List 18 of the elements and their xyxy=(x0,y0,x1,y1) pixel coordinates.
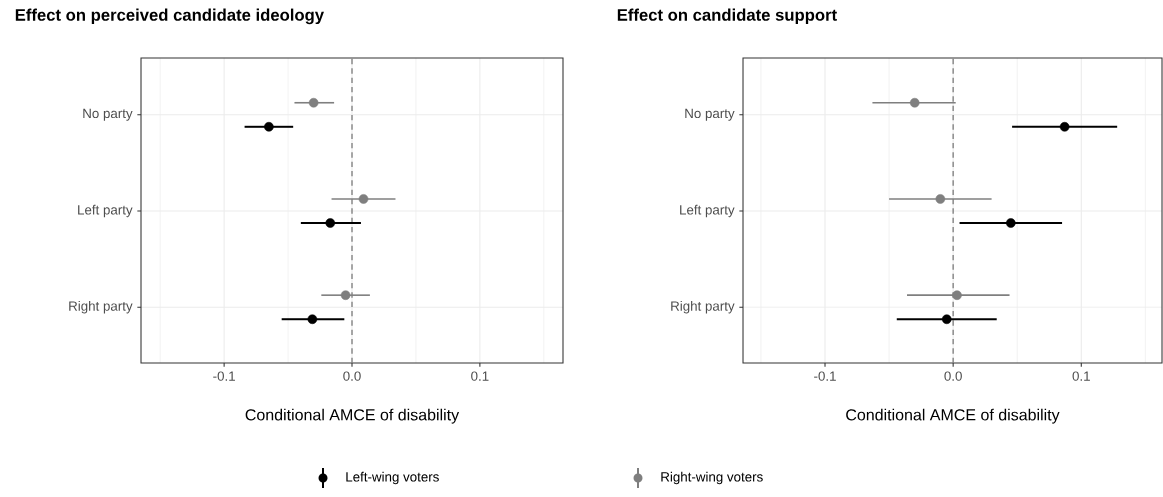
y-tick-label: Right party xyxy=(69,300,133,314)
legend-label: Right-wing voters xyxy=(661,471,763,485)
x-axis-title: Conditional AMCE of disability xyxy=(846,408,1060,424)
x-tick-label: 0.1 xyxy=(1072,371,1090,381)
chart-title: Effect on candidate support xyxy=(617,8,837,25)
chart-title: Effect on perceived candidate ideology xyxy=(15,8,324,25)
x-tick-label: -0.1 xyxy=(814,371,836,381)
x-tick-label: 0.1 xyxy=(471,371,489,381)
y-tick-label: No party xyxy=(685,108,735,121)
x-tick-label: 0.0 xyxy=(343,371,361,381)
y-tick-label: Right party xyxy=(671,300,735,314)
x-tick-label: 0.0 xyxy=(944,371,962,381)
y-tick-label: Left party xyxy=(680,204,735,218)
x-axis-title: Conditional AMCE of disability xyxy=(245,408,460,424)
legend-label: Left-wing voters xyxy=(346,471,439,485)
y-tick-label: Left party xyxy=(78,204,133,218)
y-tick-label: No party xyxy=(83,108,133,121)
x-tick-label: -0.1 xyxy=(213,371,235,381)
